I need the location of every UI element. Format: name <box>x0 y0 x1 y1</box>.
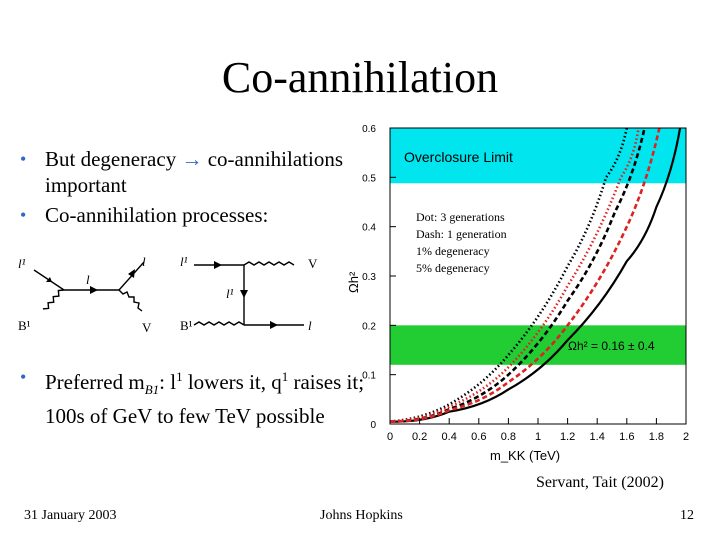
label-l: l <box>86 272 90 287</box>
y-axis-label: Ωh² <box>346 271 361 293</box>
series-line-2 <box>389 127 629 423</box>
bullet-text-part: lowers it, q <box>182 370 282 394</box>
bullet-text-part: But degeneracy <box>45 147 182 171</box>
boson-line <box>243 261 295 266</box>
feynman-diagram-t-channel: l¹ V l¹ B¹ l <box>180 254 318 333</box>
y-tick-label: 0.6 <box>362 124 376 135</box>
x-tick-label: 0.4 <box>442 431 457 443</box>
arrow-icon <box>128 269 135 278</box>
arrow-icon <box>240 290 248 298</box>
superscript-1: 1 <box>176 369 183 384</box>
x-axis-label: m_KK (TeV) <box>490 448 560 463</box>
feynman-diagram-s-channel: l¹ l l B¹ V <box>18 254 152 335</box>
right-arrow-icon: → <box>181 147 203 171</box>
band-label-0: Overclosure Limit <box>404 149 513 165</box>
arrow-icon <box>46 277 52 282</box>
arrow-icon <box>214 261 222 269</box>
superscript-1: 1 <box>281 369 289 384</box>
x-tick-label: 1.8 <box>649 431 664 443</box>
footer-institution: Johns Hopkins <box>320 508 403 523</box>
bullet-text-part: : l <box>159 370 177 394</box>
label-l1: l¹ <box>226 286 234 301</box>
legend-entry: Dot: 3 generations <box>416 210 505 224</box>
band-label-1: Ωh² = 0.16 ± 0.4 <box>568 339 655 353</box>
relic-density-plot: Overclosure Limit Ωh² = 0.16 ± 0.4 0 0.2 0.… <box>346 124 689 463</box>
arrow-icon <box>90 286 98 294</box>
label-b1: B¹ <box>180 318 193 333</box>
x-tick-label: 1.2 <box>560 431 575 443</box>
y-tick-label: 0.4 <box>362 223 376 234</box>
slide-title: Co-annihilation <box>221 53 499 102</box>
plot-ticks: 0 0.2 0.4 0.6 0.8 1 1.2 1.4 1.6 1.8 2 0 0.1 0.2 0.3 0.4… <box>362 124 689 443</box>
y-tick-label: 0.3 <box>362 272 376 283</box>
feynman-diagrams: l¹ l l B¹ V l¹ V l¹ B¹ l <box>18 254 318 335</box>
x-tick-label: 1.4 <box>590 431 605 443</box>
x-tick-label: 1.6 <box>619 431 634 443</box>
arrow-icon <box>270 321 278 329</box>
plot-legend: Dot: 3 generations Dash: 1 generation 1% d… <box>416 210 507 275</box>
label-l: l <box>308 318 312 333</box>
bullet-text: Co-annihilation processes: <box>45 203 269 227</box>
x-tick-label: 2 <box>683 431 689 443</box>
footer-date: 31 January 2003 <box>24 508 117 523</box>
y-tick-label: 0.1 <box>362 371 376 382</box>
subscript-b1: B1 <box>144 382 160 398</box>
label-l1: l¹ <box>18 256 26 271</box>
label-b1: B¹ <box>18 318 31 333</box>
bullet-processes: • Co-annihilation processes: <box>18 202 348 228</box>
x-tick-label: 0.2 <box>412 431 427 443</box>
boson-line <box>193 321 245 326</box>
x-tick-label: 0.8 <box>501 431 516 443</box>
label-l1: l¹ <box>180 254 188 269</box>
label-l: l <box>142 254 146 269</box>
x-tick-label: 0 <box>387 431 393 443</box>
label-v: V <box>308 256 318 271</box>
boson-line <box>42 289 65 310</box>
x-tick-label: 0.6 <box>471 431 486 443</box>
series-line-0 <box>389 127 682 423</box>
series-line-3 <box>389 127 661 423</box>
x-tick-label: 1 <box>535 431 541 443</box>
y-tick-label: 0.2 <box>362 321 376 332</box>
y-tick-label: 0 <box>370 420 376 431</box>
bullet-text-part: raises it; 100s of GeV to few TeV possib… <box>45 370 365 429</box>
boson-line <box>118 289 143 312</box>
label-v: V <box>142 320 152 335</box>
bullet-text-part: Preferred m <box>45 370 145 394</box>
bullet-dot-icon: • <box>20 149 27 169</box>
bullet-dot-icon: • <box>20 205 27 225</box>
bullet-text-part: co-annihilations important <box>45 147 344 197</box>
citation: Servant, Tait (2002) <box>536 474 664 491</box>
legend-entry: Dash: 1 generation <box>416 227 507 241</box>
y-tick-label: 0.5 <box>362 173 376 184</box>
bullet-degeneracy: • But degeneracy → co-annihilations impo… <box>18 146 348 198</box>
bullet-list: • But degeneracy → co-annihilations impo… <box>18 146 348 232</box>
bullet-dot-icon: • <box>20 367 27 387</box>
bullet-preferred-mass: • Preferred mB1: l1 lowers it, q1 raises… <box>18 364 375 429</box>
plot-lines <box>389 127 682 423</box>
series-line-4 <box>389 127 640 423</box>
legend-entry: 1% degeneracy <box>416 244 490 258</box>
legend-entry: 5% degeneracy <box>416 261 490 275</box>
footer-page-number: 12 <box>680 508 694 523</box>
